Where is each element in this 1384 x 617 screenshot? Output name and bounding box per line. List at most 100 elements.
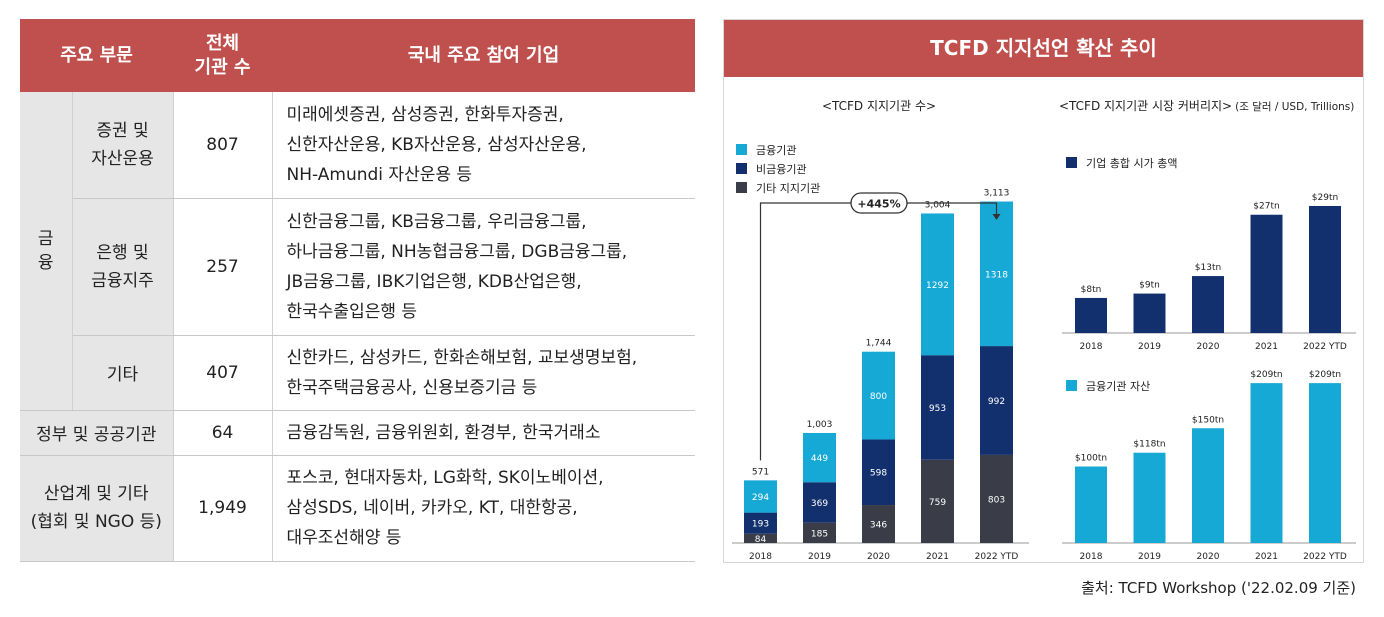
row-count: 64 [172,410,273,456]
row-firms: 신한카드, 삼성카드, 한화손해보험, 교보생명보험, 한국주택금융공사, 신용… [272,335,696,411]
row-firms: 신한금융그룹, KB금융그룹, 우리금융그룹, 하나금융그룹, NH농협금융그룹… [272,198,696,336]
segment-label: 346 [870,521,887,531]
chart2-title: <TCFD 지지기관 시장 커버리지> (조 달러 / USD, Trillion… [1059,99,1354,113]
table-row: 정부 및 공공기관 64 금융감독원, 금융위원회, 환경부, 한국거래소 [20,410,696,456]
segment-label: 185 [811,529,828,539]
bar-value-label: $118tn [1133,440,1165,450]
segment-label: 449 [811,454,828,464]
row-firms: 미래에셋증권, 삼성증권, 한화투자증권, 신한자산운용, KB자산운용, 삼성… [272,92,696,199]
bar-value-label: $8tn [1081,285,1102,295]
growth-arrowhead [992,214,1001,220]
x-tick-label: 2019 [1138,552,1161,562]
bar-segment [803,482,836,523]
tcfd-charts: <TCFD 지지기관 수> <TCFD 지지기관 시장 커버리지> (조 달러 /… [732,99,1356,562]
growth-label: +445% [857,198,900,211]
header-sector: 주요 부문 [20,19,174,92]
row-count: 407 [172,335,273,411]
segment-label: 598 [870,469,887,479]
bar-value-label: $100tn [1075,454,1107,464]
bar-segment [744,533,777,543]
total-label: 1,003 [807,420,833,430]
legend-label: 비금융기관 [756,163,807,176]
bar [1133,293,1166,333]
bar-value-label: $150tn [1192,415,1224,425]
chart2-title-main: <TCFD 지지기관 시장 커버리지> [1059,99,1232,113]
bar-segment [744,512,777,534]
x-tick-label: 2019 [808,552,831,562]
bar [1075,297,1107,333]
participation-table: 주요 부문 전체 기관 수 국내 주요 참여 기업 금 융 증권 및 자산운용 … [20,19,696,562]
segment-label: 1318 [985,270,1008,280]
financial-assets-chart: 금융기관 자산 $100tn 2018 $118tn 2019 $150tn 2020 $20… [1062,370,1356,562]
bar-segment [862,351,895,440]
legend-swatch [736,163,747,174]
row-category: 은행 및 금융지주 [72,198,174,336]
bar-segment [862,505,895,543]
total-label: 1,744 [866,339,892,349]
growth-badge [850,192,908,214]
row-category: 증권 및 자산운용 [72,92,174,199]
row-firms: 금융감독원, 금융위원회, 환경부, 한국거래소 [272,410,696,456]
bar-segment [921,459,954,543]
bar-segment [921,213,954,356]
bar-value-label: $209tn [1309,370,1341,380]
bar-value-label: $13tn [1195,263,1221,273]
bar [1192,276,1224,333]
x-tick-label: 2019 [1138,342,1161,352]
segment-label: 369 [811,499,828,509]
row-count: 1,949 [172,455,273,562]
row-category: 산업계 및 기타 (협회 및 NGO 등) [20,455,174,562]
bar-value-label: $9tn [1139,281,1160,291]
x-tick-label: 2018 [749,552,772,562]
legend-swatch [1066,157,1077,168]
bar-segment [803,522,836,543]
legend-label: 금융기관 자산 [1086,380,1150,393]
segment-label: 1292 [926,281,949,291]
x-tick-label: 2020 [1197,342,1220,352]
bar-segment [744,480,777,513]
table-row: 은행 및 금융지주 257 신한금융그룹, KB금융그룹, 우리금융그룹, 하나… [20,198,696,336]
row-firms: 포스코, 현대자동차, LG화학, SK이노베이션, 삼성SDS, 네이버, 카… [272,455,696,562]
table-header-row: 주요 부문 전체 기관 수 국내 주요 참여 기업 [20,19,696,92]
x-tick-label: 2022 YTD [1303,552,1347,562]
bar [1075,466,1107,543]
header-firms: 국내 주요 참여 기업 [272,19,696,92]
chart1-title: <TCFD 지지기관 수> [822,99,936,113]
row-category: 정부 및 공공기관 [20,410,174,456]
legend-swatch [736,144,747,155]
row-category: 기타 [72,335,174,411]
segment-label: 193 [752,520,769,530]
bar-segment [862,439,895,506]
row-count: 807 [172,92,273,199]
row-count: 257 [172,198,273,336]
x-tick-label: 2022 YTD [1303,342,1347,352]
x-tick-label: 2020 [1197,552,1220,562]
total-label: 571 [752,467,769,477]
bar [1309,205,1341,333]
legend-label: 기타 지지기관 [756,182,820,195]
x-tick-label: 2018 [1080,342,1103,352]
segment-label: 992 [988,397,1005,407]
legend-label: 금융기관 [756,144,796,157]
legend-swatch [1066,380,1077,391]
segment-label: 759 [929,498,946,508]
finance-group-label: 금 융 [20,92,73,411]
bar [1250,214,1283,333]
x-tick-label: 2021 [1255,552,1278,562]
bar [1133,452,1166,543]
source-note: 출처: TCFD Workshop ('22.02.09 기준) [1081,579,1356,597]
table-row: 기타 407 신한카드, 삼성카드, 한화손해보험, 교보생명보험, 한국주택금… [20,335,696,411]
x-tick-label: 2021 [1255,342,1278,352]
table-row: 금 융 증권 및 자산운용 807 미래에셋증권, 삼성증권, 한화투자증권, … [20,92,696,411]
legend-label: 기업 총합 시가 총액 [1086,157,1177,170]
segment-label: 803 [988,495,1005,505]
bar-segment [980,201,1013,347]
bar [1309,383,1341,543]
segment-label: 953 [929,404,946,414]
bar-segment [921,355,954,460]
x-tick-label: 2021 [926,552,949,562]
total-label: 3,113 [984,189,1010,199]
x-tick-label: 2018 [1080,552,1103,562]
bar-value-label: $209tn [1250,370,1282,380]
